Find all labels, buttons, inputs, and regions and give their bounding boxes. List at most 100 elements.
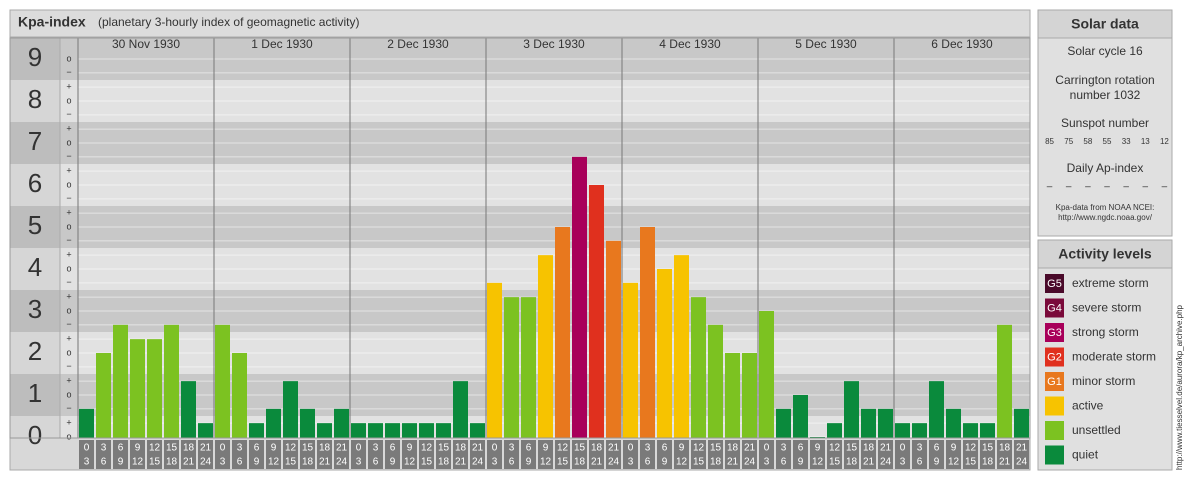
bar	[708, 324, 723, 438]
hour-box	[861, 440, 876, 469]
hour-from: 21	[744, 443, 756, 454]
hour-from: 6	[390, 443, 396, 454]
hour-to: 24	[880, 457, 892, 468]
level-label: moderate storm	[1072, 350, 1156, 364]
hour-from: 18	[591, 443, 603, 454]
hour-from: 0	[84, 443, 90, 454]
y-minor-label: o	[66, 305, 71, 315]
hour-to: 3	[900, 457, 906, 468]
y-tick-label: 5	[28, 210, 42, 240]
ap-value: –	[1162, 182, 1168, 193]
bar	[623, 282, 638, 438]
y-label-band	[10, 80, 60, 122]
bar	[113, 324, 128, 438]
day-label: 2 Dec 1930	[387, 37, 449, 51]
hour-from: 0	[764, 443, 770, 454]
hour-from: 3	[373, 443, 379, 454]
bar	[912, 423, 927, 438]
bar	[606, 240, 621, 438]
hour-to: 15	[557, 457, 569, 468]
y-minor-label: −	[66, 109, 71, 119]
bar	[385, 423, 400, 438]
hour-from: 6	[662, 443, 668, 454]
hour-to: 12	[676, 457, 688, 468]
hour-box	[487, 440, 502, 469]
bar	[895, 423, 910, 438]
level-swatch	[1045, 445, 1064, 465]
hour-from: 18	[863, 443, 875, 454]
hour-box	[283, 440, 298, 469]
y-minor-label: o	[66, 221, 71, 231]
hour-from: 9	[135, 443, 141, 454]
level-label: quiet	[1072, 448, 1099, 462]
y-label-band	[10, 332, 60, 374]
level-badge: G1	[1047, 376, 1062, 388]
hour-to: 24	[744, 457, 756, 468]
sunspot-number: 33	[1122, 137, 1131, 146]
hour-from: 9	[543, 443, 549, 454]
hour-box	[589, 440, 604, 469]
hour-from: 6	[798, 443, 804, 454]
y-tick-label: 4	[28, 252, 42, 282]
hour-to: 3	[492, 457, 498, 468]
bar	[351, 423, 366, 438]
hour-to: 9	[254, 457, 260, 468]
y-label-band	[10, 416, 60, 438]
hour-to: 6	[781, 457, 787, 468]
hour-to: 24	[608, 457, 620, 468]
hour-to: 24	[1016, 457, 1028, 468]
day-label: 30 Nov 1930	[112, 37, 180, 51]
bar	[521, 297, 536, 438]
hour-from: 9	[951, 443, 957, 454]
level-swatch	[1045, 396, 1064, 416]
hour-from: 9	[271, 443, 277, 454]
hour-box	[742, 440, 757, 469]
level-badge: G5	[1047, 278, 1062, 290]
bar	[963, 423, 978, 438]
hour-from: 15	[438, 443, 450, 454]
hour-box	[674, 440, 689, 469]
level-label: minor storm	[1072, 374, 1135, 388]
y-minor-label: +	[66, 124, 71, 134]
hour-box	[895, 440, 910, 469]
bar	[96, 353, 111, 438]
y-tick-label: 9	[28, 42, 42, 72]
hour-to: 21	[455, 457, 467, 468]
sunspot-number: 85	[1045, 137, 1054, 146]
hour-to: 3	[356, 457, 362, 468]
hour-from: 6	[934, 443, 940, 454]
ap-value: –	[1047, 182, 1053, 193]
hour-to: 15	[149, 457, 161, 468]
hour-box	[164, 440, 179, 469]
hour-box	[759, 440, 774, 469]
sunspot-number: 13	[1141, 137, 1150, 146]
level-label: unsettled	[1072, 423, 1121, 437]
hour-box	[334, 440, 349, 469]
y-minor-label: +	[66, 292, 71, 302]
hour-to: 24	[336, 457, 348, 468]
hour-box	[419, 440, 434, 469]
ap-value: –	[1104, 182, 1110, 193]
hour-from: 21	[608, 443, 620, 454]
sunspot-number: 75	[1064, 137, 1073, 146]
solar-cycle: Solar cycle 16	[1067, 44, 1143, 58]
carrington: number 1032	[1070, 88, 1141, 102]
level-badge: G2	[1047, 351, 1062, 363]
hour-box	[538, 440, 553, 469]
level-swatch	[1045, 274, 1064, 293]
bar	[317, 423, 332, 438]
hour-from: 18	[183, 443, 195, 454]
hour-to: 12	[404, 457, 416, 468]
hour-box	[368, 440, 383, 469]
bar	[368, 423, 383, 438]
bar	[402, 423, 417, 438]
hour-box	[266, 440, 281, 469]
bar	[79, 408, 94, 438]
hour-box	[776, 440, 791, 469]
bar	[215, 324, 230, 438]
hour-from: 0	[628, 443, 634, 454]
hour-from: 3	[237, 443, 243, 454]
y-minor-label: −	[66, 193, 71, 203]
hour-from: 21	[880, 443, 892, 454]
